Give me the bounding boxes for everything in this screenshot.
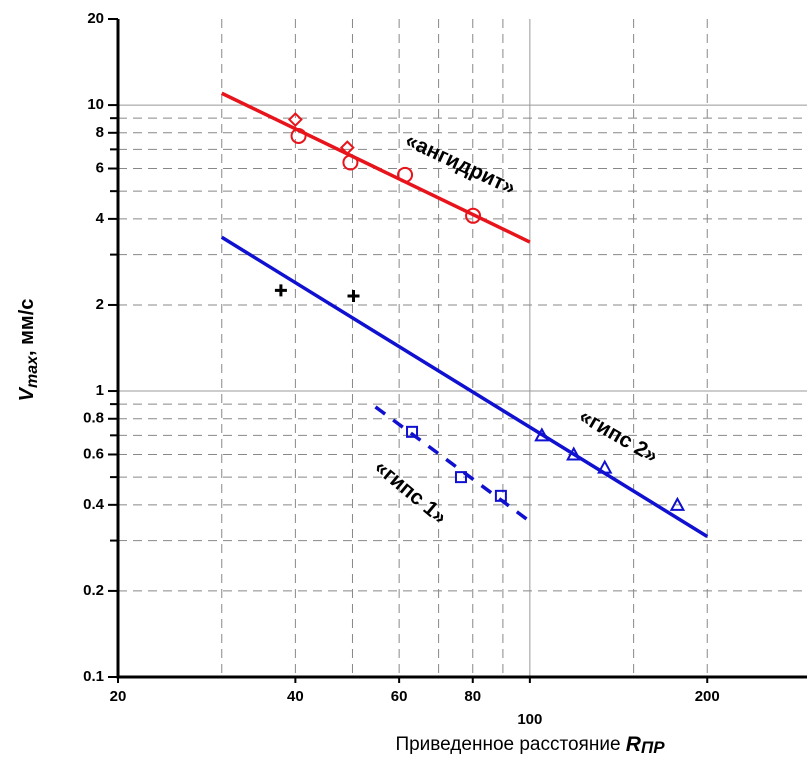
x-tick-label: 200 [695,688,720,705]
y-tick-label: 1 [96,382,104,399]
point [287,112,303,127]
y-label-unit: , мм/с [16,299,38,356]
point [465,207,482,224]
point [397,166,414,183]
y-tick-label: 0.8 [83,410,104,427]
y-axis-label: Vmax, мм/с [16,299,41,402]
point [669,496,686,511]
point [454,471,467,484]
y-label-symbol: V [16,386,38,401]
x-tick-label: 20 [110,688,127,705]
x-label-subscript: ПР [641,738,665,757]
x-axis-label: Приведенное расстояние RПР [395,733,665,758]
fit-line [220,235,709,538]
x-tick-label: 100 [517,711,542,728]
point [494,489,507,502]
y-tick-label: 0.6 [83,445,104,462]
y-tick-label: 20 [87,10,104,27]
fit-line [220,91,531,244]
point [597,459,613,474]
y-label-subscript: max [24,355,41,388]
y-tick-label: 0.1 [83,668,104,685]
point [290,127,307,144]
x-tick-label: 40 [287,688,304,705]
x-tick-label: 60 [391,688,408,705]
y-tick-label: 0.4 [83,496,105,513]
y-tick-label: 6 [96,159,104,176]
y-tick-label: 0.2 [83,582,104,599]
fit-line [374,405,531,523]
x-label-text: Приведенное расстояние [395,734,625,755]
point [566,446,582,461]
point [347,289,360,302]
y-tick-label: 10 [87,96,104,113]
x-tick-label: 80 [464,688,481,705]
point [406,425,419,438]
point [342,154,359,171]
x-label-symbol: R [626,733,642,756]
y-tick-label: 8 [96,124,104,141]
point [274,284,287,297]
y-tick-label: 2 [96,296,104,313]
point [534,427,550,442]
y-tick-label: 4 [96,210,105,227]
point [339,140,355,156]
